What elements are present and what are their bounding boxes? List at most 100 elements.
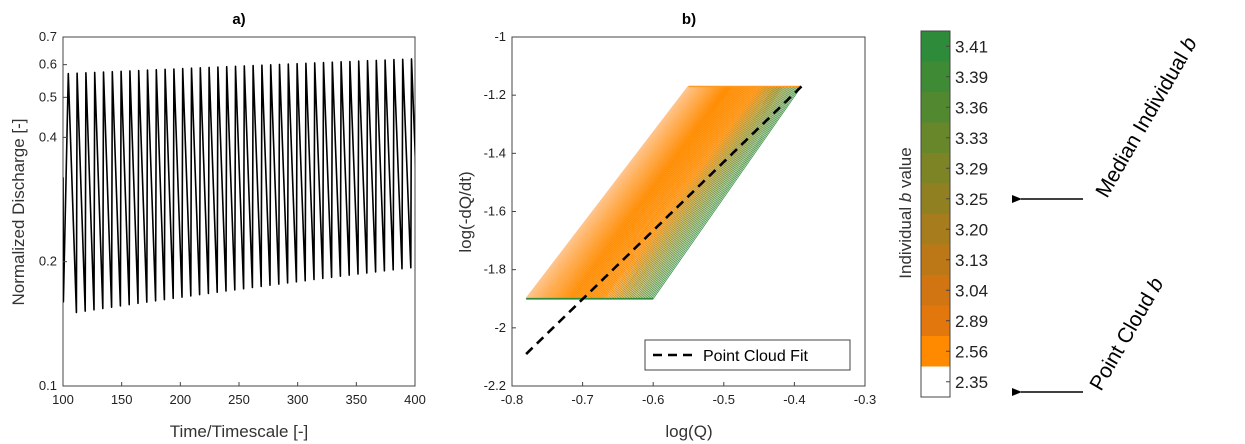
individual-recession-line <box>552 86 714 300</box>
individual-recession-line <box>635 86 787 299</box>
panel-b-x-tick-label: -0.7 <box>571 392 593 407</box>
legend-label: Point Cloud Fit <box>703 348 808 365</box>
individual-recession-line <box>583 86 741 300</box>
individual-recession-line <box>593 86 750 300</box>
panel-b-y-tick-label: -1.6 <box>484 204 506 219</box>
individual-recession-line <box>649 86 799 299</box>
individual-recession-line <box>604 86 759 300</box>
colorbar-segment <box>921 31 950 62</box>
panel-a-y-tick-label: 0.4 <box>39 129 57 144</box>
individual-recession-line <box>569 86 728 300</box>
individual-recession-line <box>601 86 757 300</box>
individual-recession-line <box>652 86 802 299</box>
panel-a-axes-box <box>62 36 416 387</box>
individual-recession-line <box>531 85 695 300</box>
individual-recession-line <box>636 86 788 299</box>
panel-a-x-axis-label: Time/Timescale [-] <box>170 422 309 441</box>
individual-recession-line <box>544 85 707 300</box>
panel-a-y-tick-label: 0.1 <box>39 378 57 393</box>
panel-b-plot-area <box>525 85 803 355</box>
individual-recession-line <box>548 86 710 300</box>
panel-a-x-tick-label: 150 <box>111 392 133 407</box>
individual-recession-line <box>644 86 795 299</box>
individual-recession-line <box>631 86 784 299</box>
individual-recession-line <box>627 86 779 300</box>
individual-recession-line <box>620 86 774 300</box>
panel-b-x-tick-label: -0.5 <box>713 392 735 407</box>
individual-recession-line <box>622 86 775 300</box>
panel-b-y-tick-label: -1.2 <box>484 87 506 102</box>
individual-recession-line <box>551 86 712 300</box>
colorbar-tick-label: 3.39 <box>955 68 988 87</box>
panel-a: a) 100 150 200 250 300 350 400 0.1 0.2 0.4 0.5 0.6… <box>9 11 426 441</box>
colorbar-tick-label: 3.29 <box>955 159 988 178</box>
panel-b: b) -0.8 -0.7 -0.6 -0.5 -0.4 -0.3 -1-1.2-1.4-1… <box>456 11 876 441</box>
panel-a-x-tick-label: 400 <box>404 392 426 407</box>
individual-recession-line <box>570 86 730 300</box>
individual-recession-line <box>607 86 762 300</box>
individual-recession-line <box>543 85 705 300</box>
individual-recession-line <box>565 86 725 300</box>
panel-a-y-tick-label: 0.5 <box>39 89 57 104</box>
individual-recession-line <box>594 86 751 300</box>
panel-b-x-tick-label: -0.6 <box>642 392 664 407</box>
individual-recession-line <box>578 86 737 300</box>
panel-b-x-ticks: -0.8 -0.7 -0.6 -0.5 -0.4 -0.3 <box>501 382 876 407</box>
individual-recession-line <box>564 86 724 300</box>
panel-a-y-tick-label: 0.6 <box>39 57 57 72</box>
individual-recession-line <box>556 86 717 300</box>
individual-recession-line <box>610 86 765 300</box>
individual-recession-line <box>585 86 742 300</box>
colorbar-segment <box>921 275 950 306</box>
colorbar-segment <box>921 61 950 93</box>
colorbar-segment <box>921 366 950 398</box>
individual-recession-line <box>581 86 740 300</box>
individual-recession-line <box>533 85 697 300</box>
annotation-point-cloud: Point Cloud b <box>1012 274 1169 396</box>
colorbar-segments <box>921 31 950 398</box>
individual-recession-line <box>557 86 718 300</box>
legend: Point Cloud Fit <box>644 339 851 371</box>
individual-recession-line <box>536 85 700 300</box>
individual-recession-line <box>651 86 801 299</box>
individual-recession-line <box>567 86 727 300</box>
individual-recession-line <box>560 86 721 300</box>
colorbar-label: Individual b value <box>896 147 915 278</box>
panel-b-y-axis-label: log(-dQ/dt) <box>456 171 475 252</box>
panel-a-x-tick-label: 300 <box>287 392 309 407</box>
individual-recession-line <box>580 86 738 300</box>
annotation-median: Median Individual b <box>1012 33 1202 203</box>
individual-recession-line <box>559 86 720 300</box>
individual-recession-line <box>530 85 694 300</box>
colorbar-label-symbol: b <box>896 193 915 202</box>
individual-recession-line <box>612 86 767 300</box>
panel-a-x-tick-label: 250 <box>228 392 250 407</box>
panel-a-y-ticks: 0.1 0.2 0.4 0.5 0.6 0.7 <box>39 29 67 393</box>
individual-recession-line <box>546 86 708 300</box>
colorbar-segment <box>921 92 950 123</box>
individual-recession-line <box>623 86 777 300</box>
colorbar-tick-label: 2.89 <box>955 312 988 331</box>
colorbar: 3.41 3.39 3.36 3.33 3.29 3.25 3.20 3.13 3.04 2.89… <box>896 30 988 398</box>
individual-recession-line <box>562 86 722 300</box>
individual-recession-line <box>549 86 711 300</box>
individual-recession-line <box>609 86 764 300</box>
individual-recession-line <box>572 86 731 300</box>
individual-recession-line <box>643 86 794 299</box>
panel-b-y-tick-label: -1 <box>494 29 506 44</box>
panel-b-y-tick-label: -2 <box>494 320 506 335</box>
panel-b-x-tick-label: -0.8 <box>501 392 523 407</box>
individual-recession-line <box>527 85 691 300</box>
panel-a-x-tick-label: 350 <box>345 392 367 407</box>
legend-box <box>644 339 851 371</box>
panel-a-plot-area <box>63 58 415 314</box>
colorbar-segment <box>921 153 950 184</box>
panel-b-y-tick-label: -1.8 <box>484 262 506 277</box>
individual-recession-line <box>525 85 690 300</box>
colorbar-tick-label: 3.36 <box>955 98 988 117</box>
colorbar-tick-label: 3.33 <box>955 129 988 148</box>
panel-b-x-tick-label: -0.4 <box>783 392 805 407</box>
colorbar-tick-label: 2.56 <box>955 342 988 361</box>
colorbar-tick-label: 3.04 <box>955 281 988 300</box>
colorbar-segment <box>921 305 950 337</box>
